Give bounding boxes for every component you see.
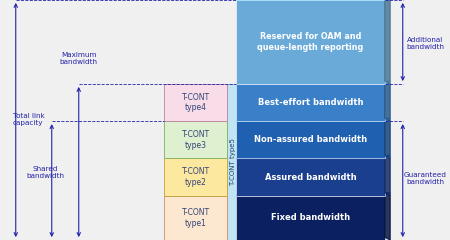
Text: Maximum
bandwidth: Maximum bandwidth	[60, 52, 98, 65]
Text: Assured bandwidth: Assured bandwidth	[265, 173, 356, 181]
Text: Non-assured bandwidth: Non-assured bandwidth	[254, 135, 367, 144]
Bar	[236, 0, 385, 84]
Text: Guaranteed
bandwidth: Guaranteed bandwidth	[404, 172, 447, 185]
Text: T-CONT
type3: T-CONT type3	[182, 130, 210, 150]
Polygon shape	[385, 118, 390, 158]
Text: Fixed bandwidth: Fixed bandwidth	[271, 213, 350, 222]
Text: T-CONT
type2: T-CONT type2	[182, 167, 210, 187]
Bar	[236, 196, 385, 240]
Text: Additional
bandwidth: Additional bandwidth	[406, 37, 444, 50]
Text: Shared
bandwidth: Shared bandwidth	[26, 166, 64, 179]
Text: Best-effort bandwidth: Best-effort bandwidth	[258, 98, 363, 107]
Polygon shape	[385, 156, 390, 196]
Text: T-CONT
type4: T-CONT type4	[182, 93, 210, 112]
Bar	[164, 121, 227, 158]
Text: Reserved for OAM and
queue-length reporting: Reserved for OAM and queue-length report…	[257, 32, 364, 52]
Bar	[164, 158, 227, 196]
Bar	[164, 196, 227, 240]
Bar	[236, 158, 385, 196]
Bar	[236, 84, 385, 121]
Bar	[164, 84, 227, 121]
Text: T-CONT type5: T-CONT type5	[230, 138, 236, 186]
Polygon shape	[236, 156, 390, 158]
Polygon shape	[236, 81, 390, 84]
Text: Total link
capacity: Total link capacity	[13, 114, 45, 126]
Bar	[227, 84, 238, 240]
Polygon shape	[385, 81, 390, 121]
Polygon shape	[236, 193, 390, 196]
Polygon shape	[385, 193, 390, 240]
Polygon shape	[385, 0, 390, 84]
Bar	[236, 121, 385, 158]
Polygon shape	[236, 118, 390, 121]
Text: T-CONT
type1: T-CONT type1	[182, 208, 210, 228]
